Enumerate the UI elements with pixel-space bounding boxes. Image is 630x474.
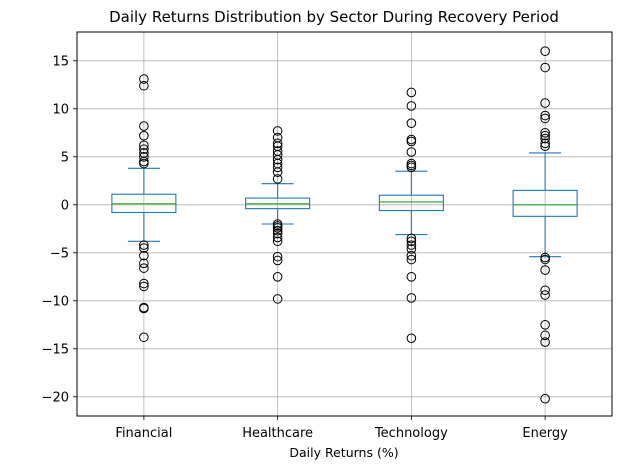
y-tick-label: 0 xyxy=(61,198,69,213)
chart-title: Daily Returns Distribution by Sector Dur… xyxy=(109,8,559,26)
outlier-point xyxy=(406,250,417,261)
x-tick-label: Healthcare xyxy=(242,426,313,441)
x-tick-label: Financial xyxy=(115,426,172,441)
outlier-point xyxy=(139,263,149,273)
tick-layer: −20 −15 −10 −5 0 5 10 15 Financial Healthcare Tech… xyxy=(42,54,569,441)
outlier-point xyxy=(540,133,550,144)
outlier-point xyxy=(540,46,550,57)
outlier-point xyxy=(406,87,417,98)
outlier-point xyxy=(272,126,283,136)
outlier-point xyxy=(540,130,550,141)
outlier-point xyxy=(139,130,149,141)
iqr-box xyxy=(378,194,444,212)
outlier-point xyxy=(540,290,550,300)
outlier-point xyxy=(406,272,417,282)
box-group-technology xyxy=(378,87,444,344)
box-group-energy xyxy=(512,46,578,404)
y-tick-label: −20 xyxy=(42,390,69,405)
outlier-point xyxy=(139,303,149,314)
outlier-point xyxy=(540,110,550,121)
y-tick-label: 5 xyxy=(61,150,69,165)
outlier-point xyxy=(406,136,417,147)
outlier-point xyxy=(139,250,149,261)
outlier-point xyxy=(272,272,283,282)
y-tick-label: −5 xyxy=(50,246,69,261)
outlier-point xyxy=(540,265,550,275)
outlier-point xyxy=(139,258,149,269)
outlier-point xyxy=(406,240,417,250)
outlier-point xyxy=(272,174,283,184)
outlier-point xyxy=(406,254,417,265)
outlier-point xyxy=(139,278,149,289)
x-tick-label: Technology xyxy=(374,426,448,441)
box-layer xyxy=(111,46,578,404)
outlier-point xyxy=(272,255,283,266)
outlier-point xyxy=(406,244,417,254)
y-tick-label: −15 xyxy=(42,342,69,357)
outlier-point xyxy=(139,74,149,84)
outlier-point xyxy=(540,141,550,152)
outlier-point xyxy=(272,232,283,243)
box-group-healthcare xyxy=(245,126,311,304)
outlier-point xyxy=(139,243,149,253)
grid-layer xyxy=(77,32,612,416)
outlier-point xyxy=(272,225,283,236)
outlier-point xyxy=(406,162,417,173)
outlier-point xyxy=(139,240,149,250)
outlier-point xyxy=(272,251,283,262)
outlier-point xyxy=(139,144,149,154)
x-axis-label: Daily Returns (%) xyxy=(289,445,398,460)
outlier-point xyxy=(139,281,149,292)
box-group-financial xyxy=(111,74,177,343)
outlier-point xyxy=(540,254,550,265)
outlier-point xyxy=(540,128,550,138)
outlier-point xyxy=(272,294,283,304)
outlier-point xyxy=(139,152,149,162)
outlier-point xyxy=(540,393,550,404)
plot-frame xyxy=(76,31,613,417)
y-tick-label: −10 xyxy=(42,294,69,309)
outlier-point xyxy=(272,138,283,149)
outlier-point xyxy=(139,140,149,151)
outlier-point xyxy=(272,228,283,239)
outlier-point xyxy=(540,138,550,149)
x-tick-label: Energy xyxy=(522,426,568,441)
outlier-point xyxy=(540,285,550,296)
outlier-point xyxy=(406,333,417,344)
outlier-point xyxy=(272,223,283,233)
outlier-point xyxy=(272,154,283,165)
outlier-point xyxy=(406,101,417,111)
iqr-box xyxy=(512,189,578,217)
outlier-point xyxy=(139,80,149,91)
outlier-point xyxy=(406,293,417,303)
outlier-point xyxy=(540,98,550,108)
outlier-point xyxy=(272,167,283,177)
outlier-point xyxy=(540,337,550,347)
outlier-point xyxy=(540,330,550,341)
outlier-point xyxy=(139,158,149,169)
outlier-point xyxy=(272,236,283,247)
outlier-point xyxy=(139,332,149,343)
outlier-point xyxy=(406,233,417,244)
outlier-point xyxy=(540,320,550,330)
outlier-point xyxy=(406,147,417,157)
outlier-point xyxy=(272,162,283,173)
y-tick-label: 10 xyxy=(52,102,69,117)
outlier-point xyxy=(406,118,417,128)
outlier-point xyxy=(540,62,550,73)
outlier-point xyxy=(139,121,149,131)
outlier-point xyxy=(406,236,417,247)
outlier-point xyxy=(540,113,550,124)
y-tick-label: 15 xyxy=(52,54,69,69)
